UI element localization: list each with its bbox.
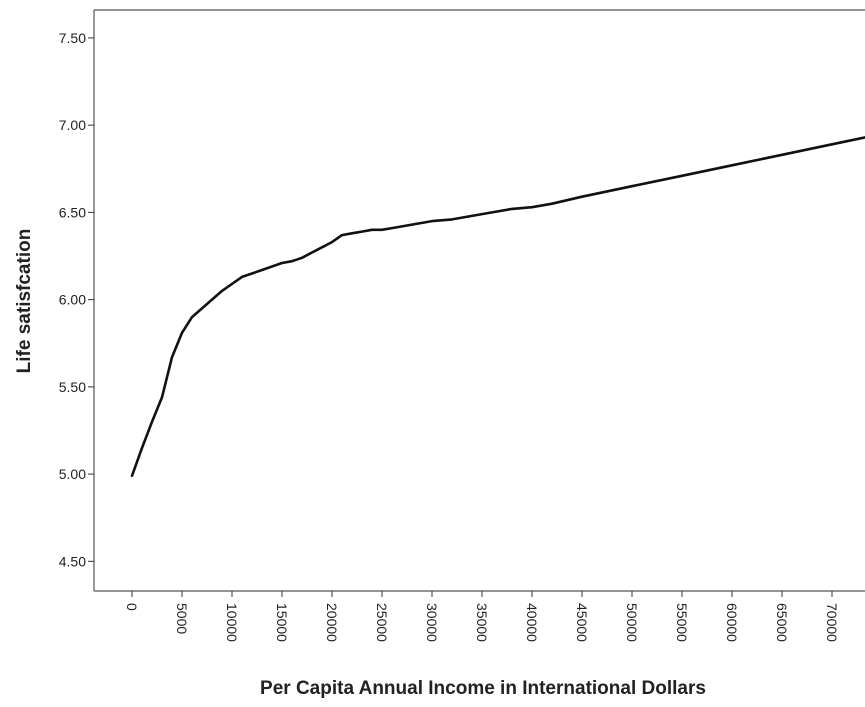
y-tick-label: 7.50 — [59, 30, 86, 46]
x-axis-title: Per Capita Annual Income in Internationa… — [260, 678, 706, 699]
x-tick-label: 15000 — [274, 603, 290, 642]
y-tick-label: 5.50 — [59, 379, 86, 395]
x-tick-label: 60000 — [724, 603, 740, 642]
y-tick-label: 7.00 — [59, 117, 86, 133]
x-tick-label: 70000 — [824, 603, 840, 642]
plot-frame — [93, 9, 865, 592]
y-tick-label: 6.50 — [59, 204, 86, 220]
x-tick-label: 30000 — [424, 603, 440, 642]
y-axis-title: Life satisfcation — [14, 229, 35, 374]
x-tick-label: 0 — [124, 603, 140, 611]
y-tick-label: 5.00 — [59, 466, 86, 482]
series-line — [130, 136, 865, 478]
x-tick-label: 5000 — [174, 603, 190, 634]
x-axis: 0 5000 10000 15000 20000 25000 30000 35000 40000… — [124, 591, 840, 642]
x-tick-label: 40000 — [524, 603, 540, 642]
x-tick-label: 25000 — [374, 603, 390, 642]
x-tick-label: 45000 — [574, 603, 590, 642]
series-lines — [130, 136, 865, 478]
x-tick-label: 35000 — [474, 603, 490, 642]
y-tick-label: 4.50 — [59, 553, 86, 569]
x-tick-label: 20000 — [324, 603, 340, 642]
x-tick-label: 55000 — [674, 603, 690, 642]
x-tick-label: 10000 — [224, 603, 240, 642]
y-tick-label: 6.00 — [59, 292, 86, 308]
x-tick-label: 65000 — [774, 603, 790, 642]
y-axis: 4.50 5.00 5.50 6.00 6.50 7.00 7.50 — [59, 30, 94, 569]
x-tick-label: 50000 — [624, 603, 640, 642]
